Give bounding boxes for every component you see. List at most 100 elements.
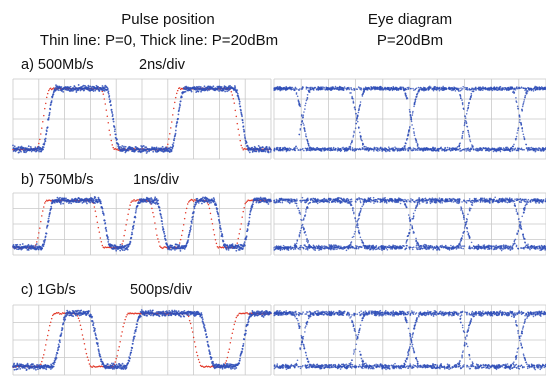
thin-trace-point	[45, 339, 48, 341]
thin-trace-point	[125, 315, 127, 318]
eye-sample-point	[523, 135, 525, 138]
thick-trace-point	[178, 109, 180, 112]
thick-trace-point	[219, 228, 222, 231]
eye-sample-point	[402, 86, 405, 89]
thick-trace-point	[46, 126, 49, 129]
thin-trace-point	[48, 324, 51, 327]
thick-trace-point	[27, 249, 30, 251]
thin-trace-point	[236, 122, 239, 125]
thin-trace-point	[174, 101, 176, 104]
thin-trace-point	[168, 138, 170, 140]
thin-trace-point	[232, 98, 235, 100]
thick-trace-point	[239, 105, 242, 108]
thin-trace-point	[128, 208, 130, 211]
thick-trace-point	[135, 210, 137, 212]
thin-trace-point	[229, 342, 232, 344]
thin-trace-point	[39, 138, 41, 141]
eye-sample-point	[353, 89, 356, 92]
thick-trace-point	[105, 230, 108, 233]
thin-trace-point	[208, 207, 211, 210]
thick-trace-point	[108, 95, 111, 97]
eye-sample-point	[466, 109, 469, 112]
thin-trace-point	[173, 107, 175, 110]
eye-sample-point	[458, 145, 460, 148]
thick-trace-point	[83, 89, 85, 91]
thick-trace-point	[100, 358, 103, 361]
thin-trace-point	[178, 87, 181, 89]
thick-trace-point	[160, 213, 162, 216]
thick-trace-point	[247, 320, 250, 323]
thick-trace-point	[238, 359, 241, 362]
row-a-rate-label: a) 500Mb/s	[21, 57, 94, 73]
thin-trace-point	[224, 362, 227, 364]
thick-trace-point	[113, 126, 116, 129]
thin-trace-point	[242, 210, 244, 213]
thick-trace-point	[121, 249, 124, 251]
eye-sample-point	[349, 147, 352, 149]
thin-trace-point	[80, 328, 83, 331]
thin-trace-point	[84, 348, 87, 350]
thick-trace-point	[177, 117, 180, 120]
thick-trace-point	[225, 248, 228, 251]
thin-trace-point	[183, 217, 186, 220]
thick-trace-point	[235, 249, 238, 252]
thick-trace-point	[146, 150, 149, 153]
thick-trace-point	[173, 139, 176, 142]
eye-sample-point	[296, 147, 298, 149]
eye-sample-point	[357, 111, 360, 114]
thin-trace-point	[212, 229, 215, 231]
thick-trace-point	[209, 353, 212, 355]
thick-trace-point	[242, 342, 245, 345]
thick-trace-point	[243, 134, 246, 136]
thick-trace-point	[43, 142, 46, 144]
thick-trace-point	[246, 229, 249, 231]
thick-trace-point	[90, 314, 92, 316]
thick-trace-point	[171, 147, 174, 150]
thick-trace-point	[94, 334, 97, 337]
thin-trace-point	[121, 331, 123, 333]
thin-trace-point	[191, 331, 194, 333]
thick-trace-point	[98, 353, 101, 356]
thin-trace-point	[151, 207, 153, 210]
thick-trace-point	[168, 246, 171, 249]
thin-trace-point	[122, 325, 124, 328]
thick-trace-point	[97, 345, 100, 348]
thin-trace-point	[116, 148, 118, 150]
thin-trace-point	[112, 146, 114, 149]
eye-sample-point	[376, 148, 379, 150]
thick-trace-point	[75, 314, 77, 317]
thick-trace-point	[111, 362, 113, 365]
eye-sample-point	[294, 86, 297, 89]
thick-trace-point	[93, 329, 96, 332]
thick-trace-point	[115, 363, 118, 366]
thin-trace-point	[179, 88, 182, 91]
eye-sample-point	[487, 148, 489, 151]
eye-sample-point	[305, 148, 308, 150]
thick-trace-point	[180, 96, 183, 99]
eye-sample-point	[464, 117, 467, 119]
thick-trace-point	[101, 207, 104, 210]
thin-trace-point	[41, 360, 43, 363]
thin-trace-point	[42, 210, 44, 212]
thin-trace-point	[232, 328, 235, 330]
thick-trace-point	[54, 89, 57, 91]
eye-sample-point	[290, 148, 292, 150]
thin-trace-point	[97, 226, 100, 229]
thick-trace-point	[220, 86, 223, 88]
thin-trace-point	[191, 199, 194, 201]
thick-trace-point	[20, 145, 23, 148]
thick-trace-point	[129, 357, 131, 360]
eye-sample-point	[416, 145, 419, 147]
thick-trace-point	[133, 337, 135, 340]
thin-trace-point	[239, 139, 241, 142]
thick-trace-point	[224, 90, 227, 93]
thin-trace-point	[189, 322, 192, 325]
thin-trace-point	[241, 147, 243, 149]
thick-trace-point	[119, 249, 122, 252]
thin-trace-point	[238, 233, 240, 235]
thin-trace-point	[78, 320, 81, 322]
thick-trace-point	[27, 145, 30, 148]
thick-trace-point	[45, 130, 48, 133]
thick-trace-point	[26, 147, 28, 150]
thin-trace-point	[180, 234, 183, 237]
